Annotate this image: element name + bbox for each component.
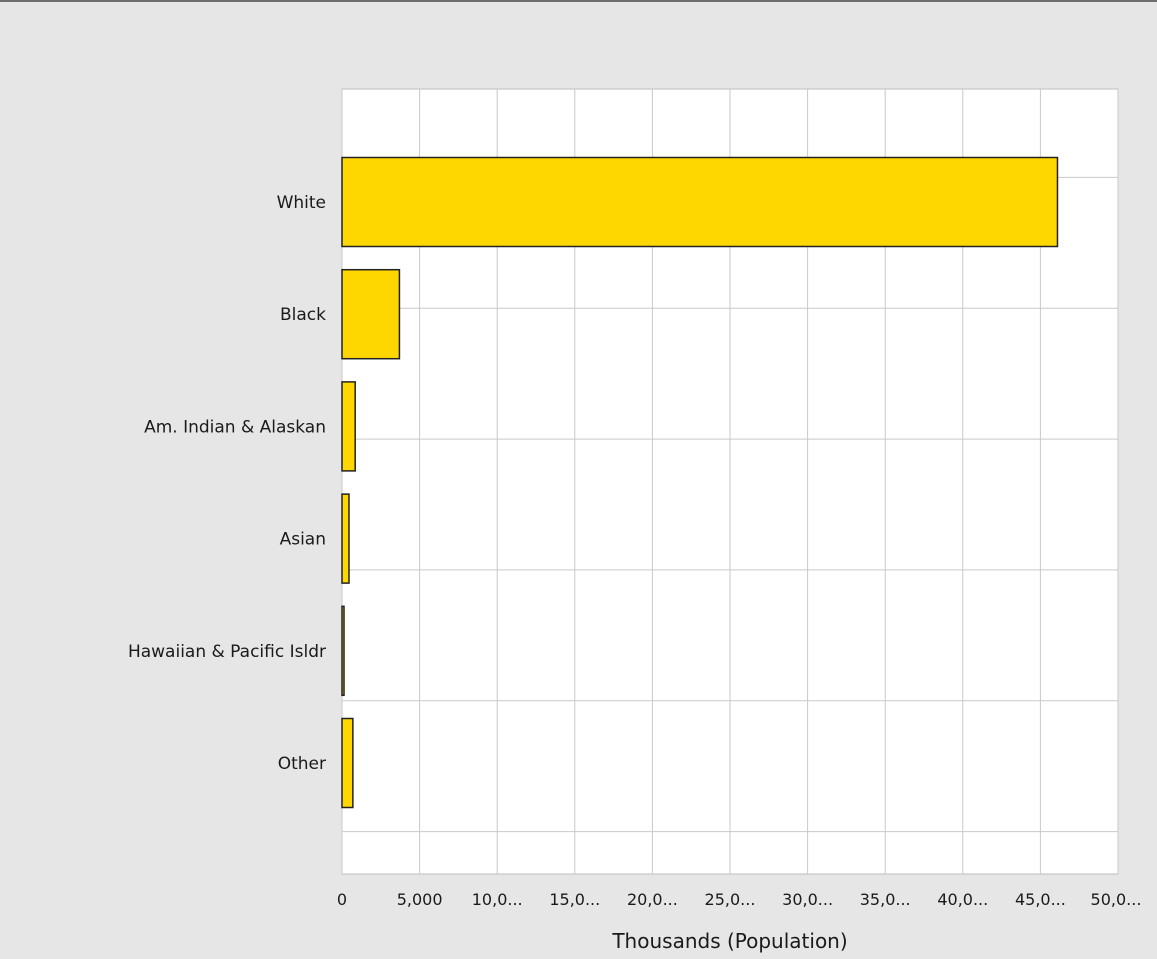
- x-tick-label: 5,000: [397, 890, 443, 909]
- x-axis-title: Thousands (Population): [611, 929, 847, 953]
- x-tick-label: 20,0...: [627, 890, 678, 909]
- bar-asian: [341, 493, 350, 584]
- category-label: Hawaiian & Pacific Isldr: [128, 642, 326, 662]
- x-tick-label: 25,0...: [705, 890, 756, 909]
- category-label: Other: [278, 754, 326, 774]
- bar-other: [341, 717, 354, 809]
- x-tick-label: 0: [337, 890, 347, 909]
- bar-am-indian-alaskan: [341, 381, 356, 472]
- category-label: Am. Indian & Alaskan: [144, 417, 326, 437]
- x-tick-label: 50,0...: [1091, 890, 1142, 909]
- category-label: Asian: [280, 530, 326, 550]
- x-tick-label: 30,0...: [782, 890, 833, 909]
- x-tick-label: 40,0...: [937, 890, 988, 909]
- x-tick-label: 45,0...: [1015, 890, 1066, 909]
- category-label: Black: [280, 305, 326, 325]
- category-label: White: [277, 193, 326, 213]
- bar-hawaiian-pacific-isldr: [341, 605, 345, 697]
- x-tick-label: 10,0...: [472, 890, 523, 909]
- bar-black: [341, 268, 401, 360]
- x-tick-label: 35,0...: [860, 890, 911, 909]
- x-tick-labels: 0 5,000 10,0... 15,0... 20,0... 25,0... 30,0..…: [337, 890, 1142, 909]
- bars: [341, 156, 1059, 809]
- category-labels: White Black Am. Indian & Alaskan Asian Hawai…: [128, 193, 326, 774]
- bar-white: [341, 156, 1059, 248]
- x-tick-label: 15,0...: [549, 890, 600, 909]
